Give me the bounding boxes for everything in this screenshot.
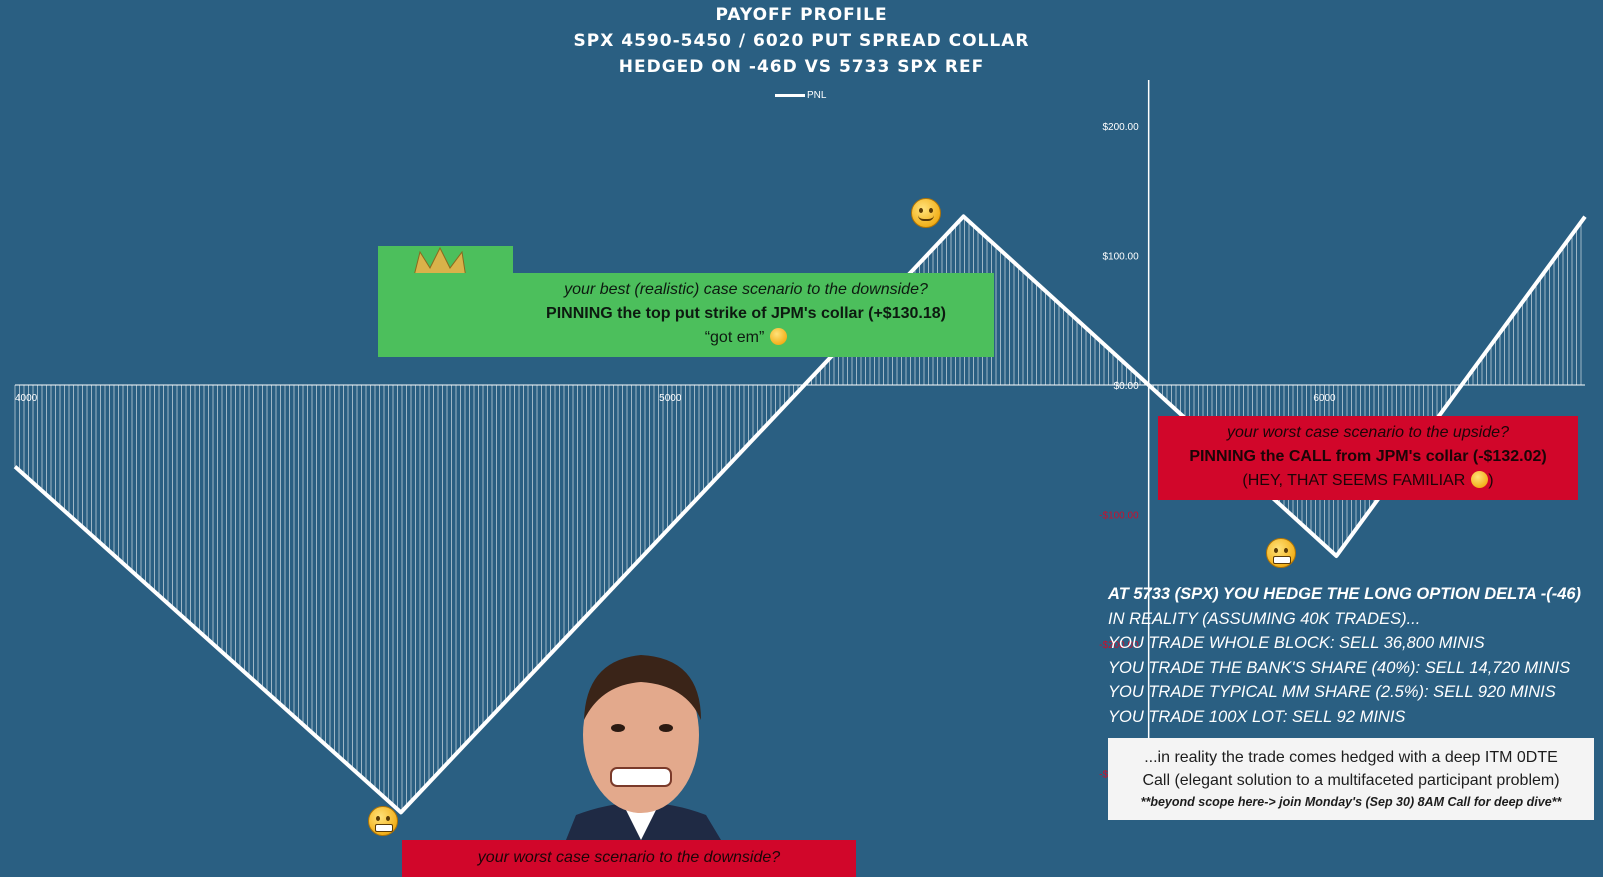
chart-subtitle-2: HEDGED ON -46D VS 5733 SPX REF xyxy=(618,57,985,77)
hedge-line: IN REALITY (ASSUMING 40K TRADES)... xyxy=(1108,609,1421,628)
hedge-line: AT 5733 (SPX) YOU HEDGE THE LONG OPTION … xyxy=(1108,585,1582,603)
hedge-notes: AT 5733 (SPX) YOU HEDGE THE LONG OPTION … xyxy=(1108,582,1598,729)
smirking-face-icon xyxy=(911,198,941,228)
best-case-answer: PINNING the top put strike of JPM's coll… xyxy=(546,305,946,322)
chart-subtitle: SPX 4590-5450 / 6020 PUT SPREAD COLLAR xyxy=(573,31,1030,51)
hedge-line: YOU TRADE TYPICAL MM SHARE (2.5%): SELL … xyxy=(1108,683,1556,701)
hedge-line: YOU TRADE THE BANK'S SHARE (40%): SELL 1… xyxy=(1108,658,1571,677)
legend-label: PNL xyxy=(807,90,827,101)
worst-downside-callout: your worst case scenario to the downside… xyxy=(402,840,856,877)
worst-upside-quip: (HEY, THAT SEEMS FAMILIAR) xyxy=(1242,471,1494,489)
hedge-line: YOU TRADE 100X LOT: SELL 92 MINIS xyxy=(1108,707,1406,726)
worst-upside-callout: your worst case scenario to the upside? … xyxy=(1158,416,1578,500)
note-line: ...in reality the trade comes hedged wit… xyxy=(1144,749,1558,766)
note-line: Call (elegant solution to a multifaceted… xyxy=(1142,772,1560,789)
smug-face-icon xyxy=(770,328,788,345)
chart-titles: PAYOFF PROFILE SPX 4590-5450 / 6020 PUT … xyxy=(0,2,1603,80)
grimacing-face-icon xyxy=(1266,538,1296,568)
best-case-callout: your best (realistic) case scenario to t… xyxy=(378,273,994,357)
worst-upside-question: your worst case scenario to the upside? xyxy=(1227,424,1509,441)
y-tick-label: -$200.00 xyxy=(1099,640,1139,651)
hedge-line: YOU TRADE WHOLE BLOCK: SELL 36,800 MINIS xyxy=(1108,634,1485,652)
legend-swatch xyxy=(775,94,805,97)
legend: PNL xyxy=(775,90,826,101)
x-tick-label: 5000 xyxy=(659,393,682,404)
y-tick-label: $200.00 xyxy=(1103,122,1140,133)
best-case-question: your best (realistic) case scenario to t… xyxy=(564,281,928,298)
flushed-face-icon xyxy=(1471,471,1489,488)
best-case-quip: “got em” xyxy=(498,326,994,350)
grimacing-man-photo xyxy=(566,655,721,840)
y-tick-label: $0.00 xyxy=(1114,381,1139,392)
chart-title: PAYOFF PROFILE xyxy=(715,5,888,25)
y-tick-label: $100.00 xyxy=(1103,252,1140,263)
worst-downside-question: your worst case scenario to the downside… xyxy=(477,849,781,866)
grimacing-face-icon xyxy=(368,806,398,836)
x-tick-label: 4000 xyxy=(15,393,38,404)
worst-upside-answer: PINNING the CALL from JPM's collar (-$13… xyxy=(1189,448,1547,465)
note-footnote: **beyond scope here-> join Monday's (Sep… xyxy=(1140,795,1562,809)
hedge-note-box: ...in reality the trade comes hedged wit… xyxy=(1108,738,1594,820)
x-tick-labels: 4000 5000 6000 xyxy=(15,393,1336,404)
x-tick-label: 6000 xyxy=(1313,393,1336,404)
y-tick-label: -$100.00 xyxy=(1099,511,1139,522)
